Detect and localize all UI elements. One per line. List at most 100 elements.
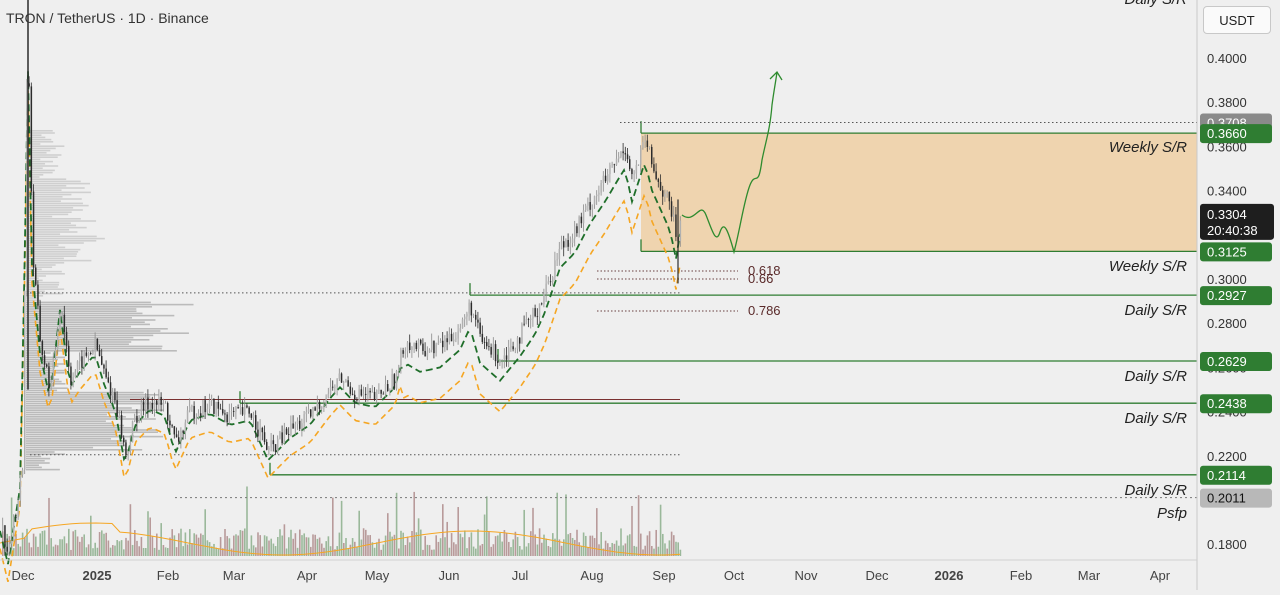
candle-body [538,303,541,317]
profile-bar [26,446,94,449]
candle-body [193,406,195,419]
profile-bar [26,431,158,433]
candle-body [61,314,63,316]
profile-bar [26,460,45,462]
volume-bar [272,543,275,556]
candle-body [503,355,506,360]
candle-body [338,373,341,379]
profile-bar [26,394,159,396]
volume-bar [446,521,448,556]
candle-body [195,417,198,419]
candle-body [387,384,389,392]
price-tick-label: 0.3800 [1207,95,1247,110]
volume-bar [116,540,118,556]
candle-body [486,342,488,347]
volume-bar [371,542,374,556]
profile-bar [26,193,72,196]
time-tick-label: Oct [724,568,745,583]
volume-bar [613,543,616,556]
profile-bar [26,312,143,315]
profile-bar [26,306,153,308]
volume-bar [59,539,61,556]
candle-body [549,281,552,283]
candle-body [673,214,675,217]
candle-body [508,347,510,360]
candle-body [635,164,638,174]
profile-bar [26,314,175,317]
profile-bar [26,242,84,244]
volume-bar [675,541,677,556]
volume-bar [424,536,426,556]
volume-bar [43,530,46,556]
profile-bar [26,286,58,288]
candle-body [145,397,147,411]
volume-bar [39,533,41,556]
profile-bar [26,341,132,343]
volume-bar [389,531,391,556]
time-tick-label: Dec [865,568,889,583]
volume-bar [387,513,389,556]
candle-body [640,147,642,165]
volume-bar [222,548,224,556]
profile-bar [26,248,81,251]
volume-bar [332,497,334,556]
volume-bar [420,529,422,556]
profile-bar [26,233,61,235]
candle-body [398,365,400,371]
candle-body [598,192,600,195]
profile-bar [26,427,132,429]
volume-bar [140,537,143,556]
currency-selector[interactable]: USDT [1203,6,1271,34]
volume-bar [439,538,442,556]
volume-bar [109,547,112,556]
candle-body [252,415,255,418]
volume-bar [189,529,191,556]
candle-body [24,291,26,470]
volume-bar [169,537,171,556]
profile-bar [26,308,137,310]
candle-body [514,348,517,350]
candle-body [257,429,259,437]
profile-bar [26,297,40,299]
price-projection [681,70,783,255]
candle-body [10,540,13,544]
candle-body [107,377,110,383]
candle-body [318,401,321,409]
candle-body [668,191,671,202]
volume-bar [15,534,17,556]
volume-bar [292,538,294,556]
volume-bar [21,532,24,556]
time-tick-label: Jun [439,568,460,583]
time-tick-label: 2026 [935,568,964,583]
price-badge-label: 0.2927 [1207,288,1247,303]
candle-body [277,438,279,452]
volume-bar [349,544,352,556]
profile-bar [26,422,113,425]
candle-body [409,342,411,350]
candle-body [631,169,633,175]
volume-bar [334,549,336,556]
candle-body [657,179,660,182]
candle-body [303,414,305,424]
candle-body [296,420,299,425]
volume-bar [527,543,530,556]
volume-bar [673,535,675,556]
candle-body [292,423,294,429]
volume-bar [591,535,594,556]
profile-bar [26,290,45,293]
candle-body [556,259,558,261]
candle-body [406,342,409,352]
candle-body [602,175,605,183]
candle-body [567,239,569,247]
candle-body [68,345,70,367]
volume-bar [153,547,156,556]
candle-body [219,408,222,410]
profile-bar [26,264,56,266]
candle-body [431,340,433,350]
candle-body [422,343,424,351]
candle-body [477,319,479,323]
candle-body [186,410,189,423]
